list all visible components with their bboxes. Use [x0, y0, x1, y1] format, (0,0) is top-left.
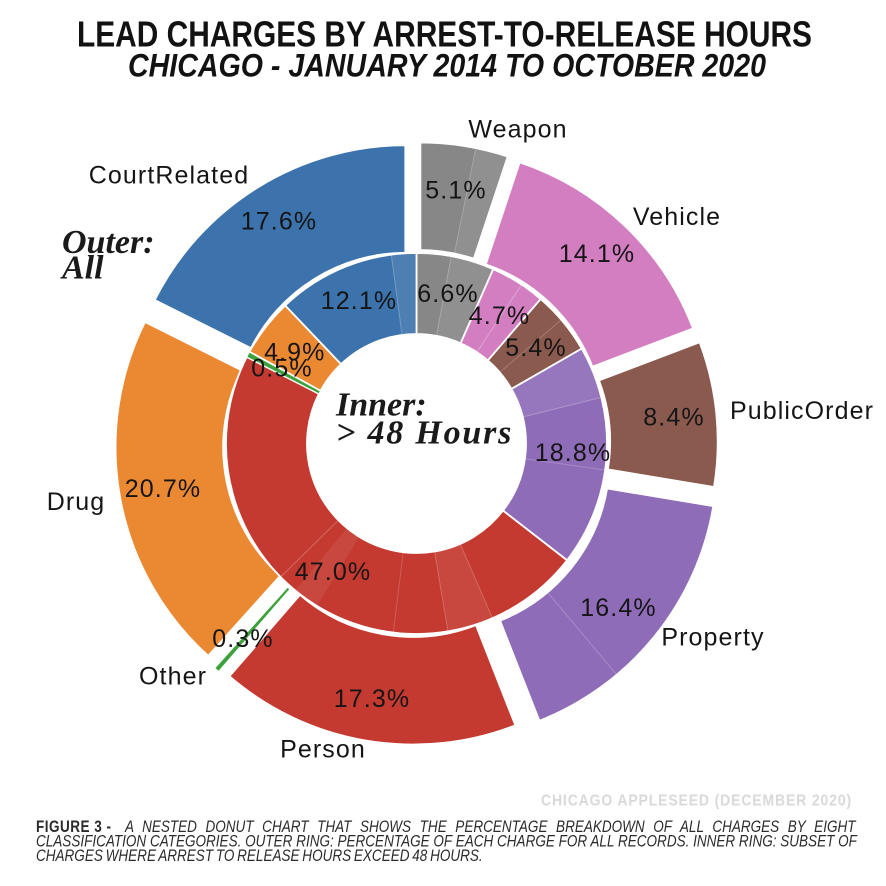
svg-text:17.6%: 17.6%	[241, 208, 317, 236]
svg-text:CourtRelated: CourtRelated	[89, 162, 250, 190]
svg-text:Other: Other	[139, 663, 207, 691]
svg-text:Person: Person	[280, 736, 366, 764]
svg-text:14.1%: 14.1%	[559, 240, 635, 268]
svg-text:17.3%: 17.3%	[334, 685, 410, 713]
svg-text:Outer:: Outer:	[62, 224, 155, 261]
svg-text:6.6%: 6.6%	[417, 280, 478, 308]
svg-text:18.8%: 18.8%	[535, 439, 611, 467]
svg-text:CLASSIFICATION CATEGORIES. OUT: CLASSIFICATION CATEGORIES. OUTER RING: P…	[36, 832, 858, 851]
svg-text:CHARGES WHERE ARREST TO RELEAS: CHARGES WHERE ARREST TO RELEASE HOURS EX…	[36, 847, 483, 866]
svg-text:PublicOrder: PublicOrder	[730, 397, 874, 425]
svg-text:A NESTED DONUT CHART THAT SHOW: A NESTED DONUT CHART THAT SHOWS THE PERC…	[124, 818, 857, 837]
svg-text:8.4%: 8.4%	[643, 404, 704, 432]
svg-text:> 48 Hours: > 48 Hours	[336, 415, 513, 452]
svg-text:CHICAGO - JANUARY 2014 TO OCTO: CHICAGO - JANUARY 2014 TO OCTOBER 2020	[128, 48, 766, 84]
svg-text:5.1%: 5.1%	[425, 177, 486, 205]
svg-text:47.0%: 47.0%	[295, 558, 371, 586]
svg-text:Drug: Drug	[47, 488, 106, 516]
svg-text:Weapon: Weapon	[468, 116, 567, 144]
svg-text:0.5%: 0.5%	[251, 355, 312, 383]
svg-text:5.4%: 5.4%	[505, 334, 566, 362]
svg-text:16.4%: 16.4%	[580, 594, 656, 622]
svg-text:All: All	[60, 250, 104, 287]
svg-text:12.1%: 12.1%	[321, 287, 397, 315]
svg-text:LEAD CHARGES BY ARREST-TO-RELE: LEAD CHARGES BY ARREST-TO-RELEASE HOURS	[77, 14, 812, 55]
svg-text:FIGURE 3 -: FIGURE 3 -	[36, 818, 112, 837]
svg-text:Property: Property	[661, 624, 764, 652]
svg-text:Inner:: Inner:	[335, 387, 427, 424]
svg-text:4.9%: 4.9%	[264, 339, 325, 367]
svg-text:CHICAGO APPLESEED (DECEMBER 20: CHICAGO APPLESEED (DECEMBER 2020)	[541, 793, 852, 810]
svg-text:0.3%: 0.3%	[212, 625, 273, 653]
svg-text:20.7%: 20.7%	[125, 475, 201, 503]
svg-text:Vehicle: Vehicle	[633, 203, 721, 231]
svg-text:4.7%: 4.7%	[469, 302, 530, 330]
